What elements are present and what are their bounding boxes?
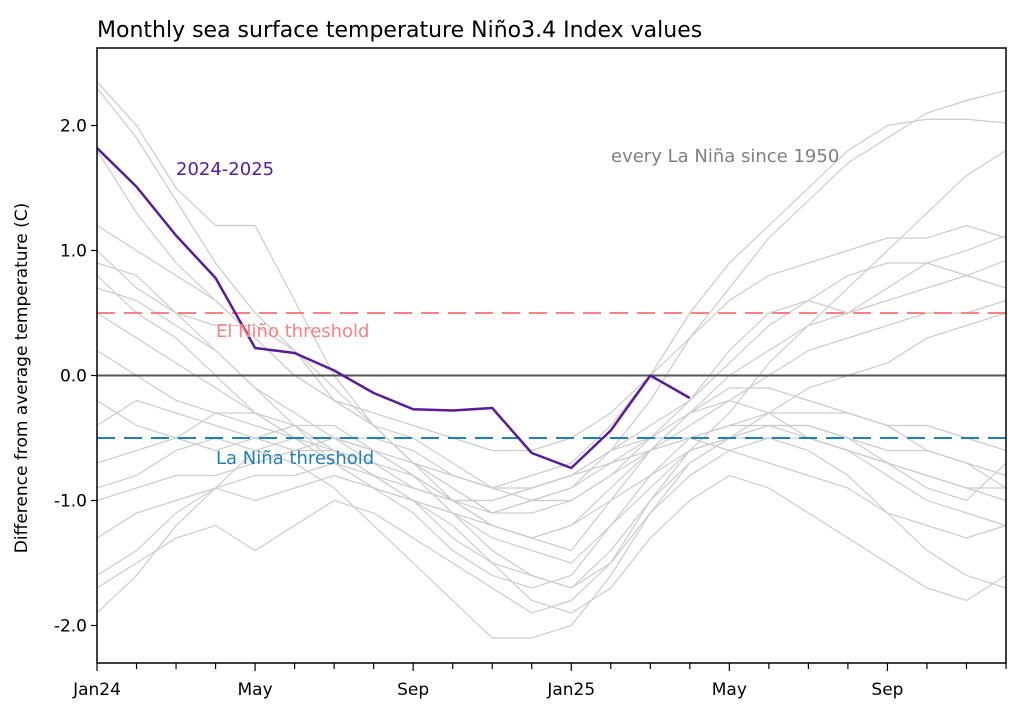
background-series-line-16: [96, 312, 1007, 639]
background-series-line-10: [96, 412, 1007, 539]
x-tick-label: May: [238, 680, 273, 700]
highlight-series-label: 2024-2025: [176, 159, 274, 180]
y-tick-label: 2.0: [60, 117, 87, 137]
plot-frame: [96, 47, 1007, 664]
y-tick-label: 0.0: [60, 367, 87, 387]
background-series-line-8: [96, 299, 1007, 514]
background-series-group: [96, 81, 1007, 639]
background-series-label: every La Niña since 1950: [611, 146, 839, 167]
x-tick-label: Sep: [871, 680, 903, 700]
highlight-series-line: [96, 147, 691, 470]
axes: Jan24 May Sep Jan25 May Sep 2.0 1.0 0.0 -1.0 -2.0: [54, 117, 1007, 700]
x-tick-label: Sep: [397, 680, 429, 700]
background-series-line-12: [96, 437, 1007, 589]
background-series-line-17: [96, 262, 1007, 489]
y-tick-label: -1.0: [54, 492, 87, 512]
background-series-line-15: [96, 424, 1007, 614]
background-series-line-0: [96, 81, 1007, 552]
x-tick-label: May: [712, 680, 747, 700]
background-series-line-11: [96, 387, 1007, 502]
x-tick-label: Jan24: [72, 680, 121, 700]
chart-title: Monthly sea surface temperature Niño3.4 …: [97, 18, 702, 43]
y-tick-label: -2.0: [54, 617, 87, 637]
background-series-line-18: [96, 224, 1007, 452]
y-tick-label: 1.0: [60, 242, 87, 262]
x-tick-label: Jan25: [546, 680, 595, 700]
highlight-points: [96, 147, 690, 469]
background-series-line-14: [96, 437, 1007, 614]
background-series-line-4: [96, 234, 1007, 514]
la-nina-threshold-label: La Niña threshold: [216, 448, 374, 469]
reference-lines: [97, 312, 1006, 439]
y-axis-label: Difference from average temperature (C): [12, 203, 32, 553]
background-series-line-13: [96, 462, 1007, 614]
el-nino-threshold-label: El Niño threshold: [216, 321, 369, 342]
